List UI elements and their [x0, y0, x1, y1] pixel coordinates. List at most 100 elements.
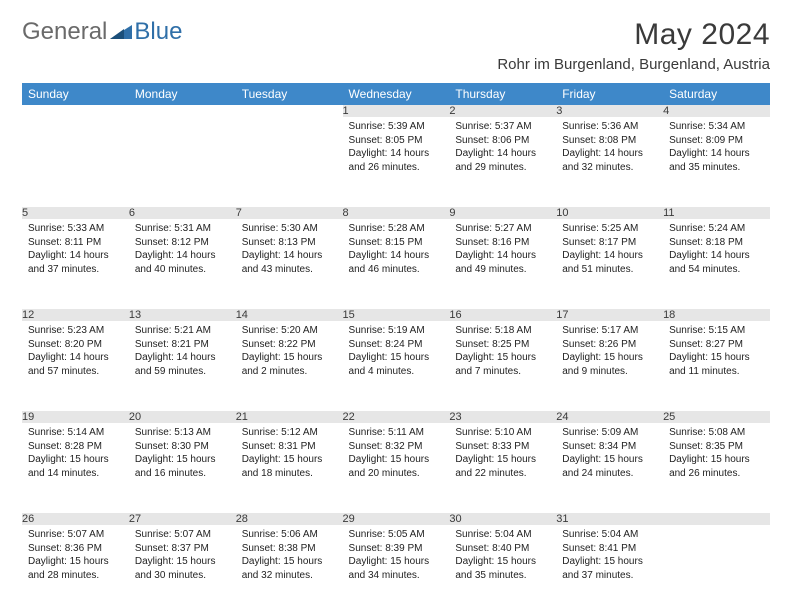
day-number: 5: [22, 207, 129, 219]
day-cell: Sunrise: 5:17 AMSunset: 8:26 PMDaylight:…: [556, 321, 663, 411]
daynum-row: 262728293031: [22, 513, 770, 525]
day-details: Sunrise: 5:05 AMSunset: 8:39 PMDaylight:…: [343, 525, 450, 588]
day-details: Sunrise: 5:28 AMSunset: 8:15 PMDaylight:…: [343, 219, 450, 282]
empty-daynum: [663, 513, 770, 525]
day-details: Sunrise: 5:20 AMSunset: 8:22 PMDaylight:…: [236, 321, 343, 384]
day-details: Sunrise: 5:17 AMSunset: 8:26 PMDaylight:…: [556, 321, 663, 384]
day-cell: Sunrise: 5:05 AMSunset: 8:39 PMDaylight:…: [343, 525, 450, 615]
day-number: 12: [22, 309, 129, 321]
month-title: May 2024: [497, 18, 770, 52]
day-cell: Sunrise: 5:14 AMSunset: 8:28 PMDaylight:…: [22, 423, 129, 513]
empty-cell: [236, 117, 343, 207]
day-content-row: Sunrise: 5:07 AMSunset: 8:36 PMDaylight:…: [22, 525, 770, 615]
title-block: May 2024 Rohr im Burgenland, Burgenland,…: [497, 18, 770, 73]
day-cell: Sunrise: 5:36 AMSunset: 8:08 PMDaylight:…: [556, 117, 663, 207]
day-cell: Sunrise: 5:04 AMSunset: 8:41 PMDaylight:…: [556, 525, 663, 615]
day-number: 24: [556, 411, 663, 423]
day-details: Sunrise: 5:19 AMSunset: 8:24 PMDaylight:…: [343, 321, 450, 384]
day-details: Sunrise: 5:33 AMSunset: 8:11 PMDaylight:…: [22, 219, 129, 282]
weekday-header: Tuesday: [236, 83, 343, 105]
day-number: 18: [663, 309, 770, 321]
daynum-row: 12131415161718: [22, 309, 770, 321]
day-number: 6: [129, 207, 236, 219]
day-number: 9: [449, 207, 556, 219]
day-cell: Sunrise: 5:33 AMSunset: 8:11 PMDaylight:…: [22, 219, 129, 309]
day-number: 17: [556, 309, 663, 321]
day-cell: Sunrise: 5:28 AMSunset: 8:15 PMDaylight:…: [343, 219, 450, 309]
day-number: 7: [236, 207, 343, 219]
day-number: 28: [236, 513, 343, 525]
day-cell: Sunrise: 5:07 AMSunset: 8:36 PMDaylight:…: [22, 525, 129, 615]
weekday-header: Monday: [129, 83, 236, 105]
day-details: Sunrise: 5:06 AMSunset: 8:38 PMDaylight:…: [236, 525, 343, 588]
day-details: Sunrise: 5:18 AMSunset: 8:25 PMDaylight:…: [449, 321, 556, 384]
day-details: Sunrise: 5:39 AMSunset: 8:05 PMDaylight:…: [343, 117, 450, 180]
day-details: Sunrise: 5:36 AMSunset: 8:08 PMDaylight:…: [556, 117, 663, 180]
empty-cell: [22, 117, 129, 207]
day-details: Sunrise: 5:34 AMSunset: 8:09 PMDaylight:…: [663, 117, 770, 180]
day-cell: Sunrise: 5:10 AMSunset: 8:33 PMDaylight:…: [449, 423, 556, 513]
weekday-header: Thursday: [449, 83, 556, 105]
empty-cell: [663, 525, 770, 615]
day-cell: Sunrise: 5:18 AMSunset: 8:25 PMDaylight:…: [449, 321, 556, 411]
day-number: 1: [343, 105, 450, 117]
day-cell: Sunrise: 5:25 AMSunset: 8:17 PMDaylight:…: [556, 219, 663, 309]
day-details: Sunrise: 5:14 AMSunset: 8:28 PMDaylight:…: [22, 423, 129, 486]
weekday-header: Friday: [556, 83, 663, 105]
day-number: 30: [449, 513, 556, 525]
day-cell: Sunrise: 5:39 AMSunset: 8:05 PMDaylight:…: [343, 117, 450, 207]
day-details: Sunrise: 5:27 AMSunset: 8:16 PMDaylight:…: [449, 219, 556, 282]
day-number: 25: [663, 411, 770, 423]
day-content-row: Sunrise: 5:39 AMSunset: 8:05 PMDaylight:…: [22, 117, 770, 207]
day-details: Sunrise: 5:04 AMSunset: 8:41 PMDaylight:…: [556, 525, 663, 588]
day-details: Sunrise: 5:21 AMSunset: 8:21 PMDaylight:…: [129, 321, 236, 384]
day-cell: Sunrise: 5:08 AMSunset: 8:35 PMDaylight:…: [663, 423, 770, 513]
day-details: Sunrise: 5:09 AMSunset: 8:34 PMDaylight:…: [556, 423, 663, 486]
day-number: 11: [663, 207, 770, 219]
day-cell: Sunrise: 5:19 AMSunset: 8:24 PMDaylight:…: [343, 321, 450, 411]
day-cell: Sunrise: 5:30 AMSunset: 8:13 PMDaylight:…: [236, 219, 343, 309]
empty-cell: [129, 117, 236, 207]
day-number: 15: [343, 309, 450, 321]
day-details: Sunrise: 5:13 AMSunset: 8:30 PMDaylight:…: [129, 423, 236, 486]
day-content-row: Sunrise: 5:23 AMSunset: 8:20 PMDaylight:…: [22, 321, 770, 411]
day-details: Sunrise: 5:31 AMSunset: 8:12 PMDaylight:…: [129, 219, 236, 282]
day-cell: Sunrise: 5:34 AMSunset: 8:09 PMDaylight:…: [663, 117, 770, 207]
day-number: 20: [129, 411, 236, 423]
day-cell: Sunrise: 5:24 AMSunset: 8:18 PMDaylight:…: [663, 219, 770, 309]
header: General Blue May 2024 Rohr im Burgenland…: [0, 0, 792, 77]
day-details: Sunrise: 5:30 AMSunset: 8:13 PMDaylight:…: [236, 219, 343, 282]
day-number: 4: [663, 105, 770, 117]
daynum-row: 1234: [22, 105, 770, 117]
day-number: 23: [449, 411, 556, 423]
empty-daynum: [129, 105, 236, 117]
day-number: 31: [556, 513, 663, 525]
calendar-table: SundayMondayTuesdayWednesdayThursdayFrid…: [22, 83, 770, 615]
daynum-row: 19202122232425: [22, 411, 770, 423]
day-number: 16: [449, 309, 556, 321]
day-number: 26: [22, 513, 129, 525]
day-details: Sunrise: 5:07 AMSunset: 8:36 PMDaylight:…: [22, 525, 129, 588]
day-cell: Sunrise: 5:12 AMSunset: 8:31 PMDaylight:…: [236, 423, 343, 513]
day-number: 19: [22, 411, 129, 423]
day-cell: Sunrise: 5:27 AMSunset: 8:16 PMDaylight:…: [449, 219, 556, 309]
day-cell: Sunrise: 5:23 AMSunset: 8:20 PMDaylight:…: [22, 321, 129, 411]
day-cell: Sunrise: 5:11 AMSunset: 8:32 PMDaylight:…: [343, 423, 450, 513]
day-number: 29: [343, 513, 450, 525]
day-cell: Sunrise: 5:07 AMSunset: 8:37 PMDaylight:…: [129, 525, 236, 615]
day-details: Sunrise: 5:24 AMSunset: 8:18 PMDaylight:…: [663, 219, 770, 282]
day-content-row: Sunrise: 5:33 AMSunset: 8:11 PMDaylight:…: [22, 219, 770, 309]
day-details: Sunrise: 5:37 AMSunset: 8:06 PMDaylight:…: [449, 117, 556, 180]
day-content-row: Sunrise: 5:14 AMSunset: 8:28 PMDaylight:…: [22, 423, 770, 513]
weekday-header-row: SundayMondayTuesdayWednesdayThursdayFrid…: [22, 83, 770, 105]
day-number: 27: [129, 513, 236, 525]
day-details: Sunrise: 5:10 AMSunset: 8:33 PMDaylight:…: [449, 423, 556, 486]
day-cell: Sunrise: 5:31 AMSunset: 8:12 PMDaylight:…: [129, 219, 236, 309]
day-cell: Sunrise: 5:09 AMSunset: 8:34 PMDaylight:…: [556, 423, 663, 513]
day-details: Sunrise: 5:15 AMSunset: 8:27 PMDaylight:…: [663, 321, 770, 384]
day-cell: Sunrise: 5:20 AMSunset: 8:22 PMDaylight:…: [236, 321, 343, 411]
day-number: 3: [556, 105, 663, 117]
day-cell: Sunrise: 5:21 AMSunset: 8:21 PMDaylight:…: [129, 321, 236, 411]
logo-text-blue: Blue: [134, 18, 182, 46]
logo-text-general: General: [22, 18, 107, 46]
